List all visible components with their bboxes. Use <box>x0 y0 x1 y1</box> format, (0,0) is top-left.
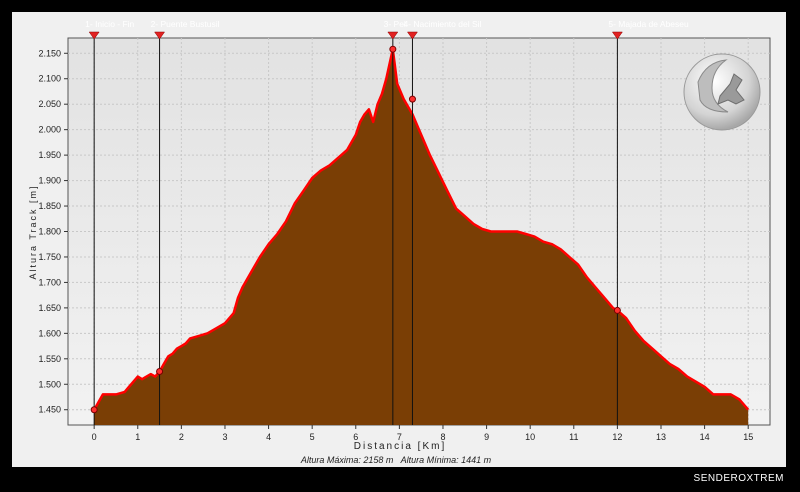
x-tick-label: 7 <box>397 432 402 442</box>
elevation-line <box>93 47 750 411</box>
y-tick-label: 2.050 <box>38 99 61 109</box>
x-tick-label: 9 <box>484 432 489 442</box>
y-tick-label: 1.750 <box>38 252 61 262</box>
waypoint-flag <box>88 31 100 40</box>
x-tick-label: 2 <box>179 432 184 442</box>
y-tick-label: 2.100 <box>38 74 61 84</box>
waypoint-flag <box>387 31 399 40</box>
waypoints: 1- Inicio - Fin 2- Puente Bustusil 3- Pel4… <box>85 19 689 425</box>
y-tick-label: 1.700 <box>38 277 61 287</box>
axes: 1.450 1.500 1.550 1.600 1.650 1.700 1.750 1.800… <box>38 48 753 442</box>
waypoint-label: 4- Nacimiento del Sil <box>403 19 481 29</box>
x-tick-label: 15 <box>743 432 753 442</box>
elevation-summary: Altura Máxima: 2158 m Altura Mínima: 144… <box>300 455 492 465</box>
waypoint-flag <box>611 31 623 40</box>
waypoint-marker <box>156 368 164 376</box>
waypoint-label: 2- Puente Bustusil <box>151 19 220 29</box>
elevation-area <box>93 47 750 425</box>
waypoint-marker <box>613 306 621 314</box>
x-axis-label: Distancia [Km] <box>354 441 446 452</box>
y-tick-label: 1.550 <box>38 354 61 364</box>
y-tick-label: 1.450 <box>38 405 61 415</box>
y-axis-label: Altura Track [m] <box>28 184 38 279</box>
y-tick-label: 1.900 <box>38 176 61 186</box>
y-tick-label: 1.500 <box>38 379 61 389</box>
waypoint-label: 5- Majada de Abeseu <box>608 19 689 29</box>
y-tick-label: 1.650 <box>38 303 61 313</box>
x-tick-label: 14 <box>700 432 710 442</box>
elevation-fill <box>94 49 749 425</box>
x-tick-label: 10 <box>525 432 535 442</box>
x-tick-label: 11 <box>569 432 578 442</box>
waypoint-flag <box>154 31 166 40</box>
y-tick-label: 1.800 <box>38 227 61 237</box>
y-tick-label: 1.950 <box>38 150 61 160</box>
x-tick-label: 13 <box>656 432 666 442</box>
x-tick-label: 4 <box>266 432 271 442</box>
y-tick-label: 2.150 <box>38 48 61 58</box>
x-tick-label: 0 <box>92 432 97 442</box>
x-tick-label: 8 <box>440 432 445 442</box>
waypoint-label: 1- Inicio - Fin <box>85 19 134 29</box>
x-tick-label: 6 <box>353 432 358 442</box>
x-tick-label: 1 <box>135 432 140 442</box>
y-tick-label: 1.850 <box>38 201 61 211</box>
waypoint-flag <box>406 31 418 40</box>
y-tick-label: 2.000 <box>38 125 61 135</box>
x-tick-label: 3 <box>222 432 227 442</box>
footer-brand: SENDEROXTREM <box>694 473 784 484</box>
waypoint-label: 3- Pel <box>384 19 406 29</box>
x-tick-label: 5 <box>310 432 315 442</box>
waypoint-marker <box>408 95 416 103</box>
logo-seal <box>683 53 761 131</box>
x-tick-label: 12 <box>612 432 622 442</box>
waypoint-marker <box>389 45 397 53</box>
waypoint-marker <box>90 406 98 414</box>
y-tick-label: 1.600 <box>38 328 61 338</box>
